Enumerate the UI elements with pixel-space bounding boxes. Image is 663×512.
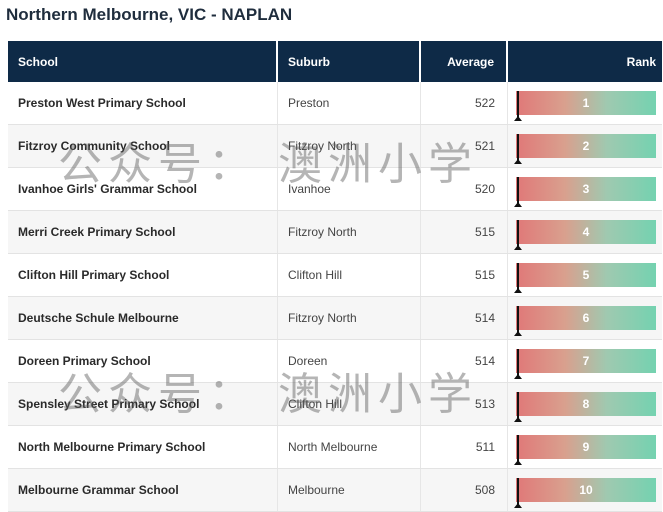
school-name: North Melbourne Primary School [8,426,278,468]
table-row[interactable]: Fitzroy Community School Fitzroy North 521… [8,125,662,168]
header-rank[interactable]: Rank [626,54,656,69]
page-title: Northern Melbourne, VIC - NAPLAN [6,5,293,24]
rank-bar: 6 [514,306,656,336]
average-score: 520 [421,168,508,210]
average-score: 514 [421,297,508,339]
rank-value: 6 [582,311,590,325]
rank-value: 8 [582,397,590,411]
school-name: Clifton Hill Primary School [8,254,278,296]
header-average[interactable]: Average [421,41,508,82]
table-row[interactable]: Doreen Primary School Doreen 514 7 [8,340,662,383]
average-score: 522 [421,82,508,124]
naplan-table: School Suburb Average Rank Preston West … [8,41,662,512]
rank-bar: 3 [514,177,656,207]
rank-cell: 5 [508,254,662,296]
table-row[interactable]: North Melbourne Primary School North Melb… [8,426,662,469]
table-row[interactable]: Melbourne Grammar School Melbourne 508 10 [8,469,662,512]
table-row[interactable]: Merri Creek Primary School Fitzroy North 5… [8,211,662,254]
rank-cell: 10 [508,469,662,511]
school-name: Ivanhoe Girls' Grammar School [8,168,278,210]
rank-marker-icon [514,306,522,336]
rank-cell: 7 [508,340,662,382]
rank-value: 9 [582,440,590,454]
rank-marker-icon [514,478,522,508]
table-header: School Suburb Average Rank [8,41,662,82]
table-row[interactable]: Spensley Street Primary School Clifton Hi… [8,383,662,426]
average-score: 513 [421,383,508,425]
table-row[interactable]: Clifton Hill Primary School Clifton Hill 5… [8,254,662,297]
rank-marker-icon [514,220,522,250]
rank-marker-icon [514,392,522,422]
header-suburb[interactable]: Suburb [278,41,421,82]
rank-cell: 9 [508,426,662,468]
rank-cell: 4 [508,211,662,253]
suburb-name: Clifton Hill [278,383,421,425]
suburb-name: Fitzroy North [278,297,421,339]
rank-marker-icon [514,435,522,465]
rank-cell: 1 [508,82,662,124]
rank-value: 1 [582,96,590,110]
suburb-name: Fitzroy North [278,125,421,167]
rank-value: 7 [582,354,590,368]
school-name: Deutsche Schule Melbourne [8,297,278,339]
school-name: Doreen Primary School [8,340,278,382]
suburb-name: Ivanhoe [278,168,421,210]
rank-bar: 1 [514,91,656,121]
school-name: Merri Creek Primary School [8,211,278,253]
rank-marker-icon [514,349,522,379]
school-name: Melbourne Grammar School [8,469,278,511]
rank-marker-icon [514,177,522,207]
suburb-name: Doreen [278,340,421,382]
average-score: 514 [421,340,508,382]
rank-marker-icon [514,134,522,164]
rank-marker-icon [514,91,522,121]
rank-value: 3 [582,182,590,196]
rank-cell: 6 [508,297,662,339]
table-row[interactable]: Deutsche Schule Melbourne Fitzroy North 51… [8,297,662,340]
average-score: 515 [421,211,508,253]
rank-bar: 10 [514,478,656,508]
rank-value: 2 [582,139,590,153]
average-score: 508 [421,469,508,511]
table-row[interactable]: Preston West Primary School Preston 522 1 [8,82,662,125]
table-body: Preston West Primary School Preston 522 1 Fi… [8,82,662,512]
average-score: 515 [421,254,508,296]
rank-cell: 8 [508,383,662,425]
rank-bar: 2 [514,134,656,164]
school-name: Spensley Street Primary School [8,383,278,425]
suburb-name: Fitzroy North [278,211,421,253]
suburb-name: Clifton Hill [278,254,421,296]
rank-bar: 5 [514,263,656,293]
rank-bar: 8 [514,392,656,422]
rank-bar: 7 [514,349,656,379]
average-score: 521 [421,125,508,167]
suburb-name: Melbourne [278,469,421,511]
rank-value: 10 [579,483,593,497]
header-school[interactable]: School [8,41,278,82]
rank-cell: 2 [508,125,662,167]
rank-value: 4 [582,225,590,239]
rank-cell: 3 [508,168,662,210]
table-row[interactable]: Ivanhoe Girls' Grammar School Ivanhoe 520 3 [8,168,662,211]
suburb-name: Preston [278,82,421,124]
rank-bar: 9 [514,435,656,465]
average-score: 511 [421,426,508,468]
rank-value: 5 [582,268,590,282]
rank-marker-icon [514,263,522,293]
school-name: Fitzroy Community School [8,125,278,167]
suburb-name: North Melbourne [278,426,421,468]
school-name: Preston West Primary School [8,82,278,124]
rank-bar: 4 [514,220,656,250]
